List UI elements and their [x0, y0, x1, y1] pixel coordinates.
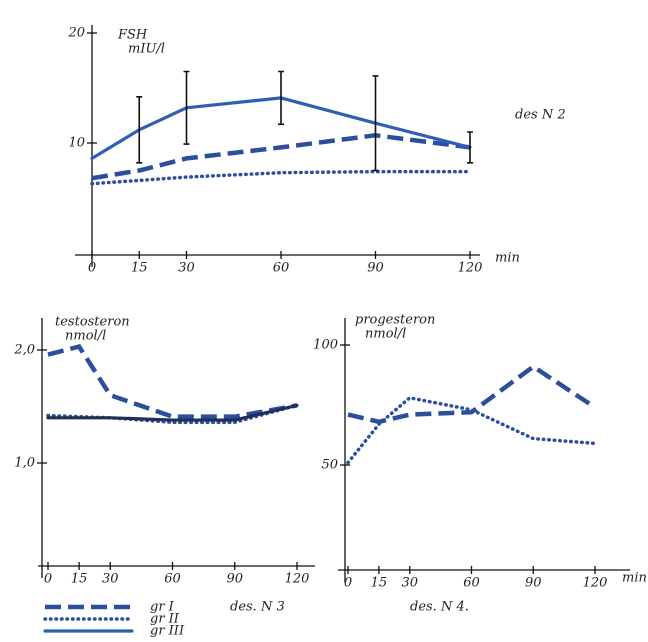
- x-tick-label: 0: [88, 261, 96, 276]
- x-axis-label: min: [622, 571, 647, 586]
- x-tick-label: 90: [367, 261, 384, 276]
- x-axis-label: min: [495, 251, 520, 266]
- y-tick-label: 20: [67, 26, 85, 41]
- y-tick-label: 10: [68, 136, 85, 151]
- chart-subtitle: nmol/l: [65, 329, 106, 344]
- x-tick-label: 30: [102, 572, 119, 587]
- x-tick-label: 60: [164, 572, 181, 587]
- y-tick-label: 1,0: [14, 456, 35, 471]
- legend-label: gr III: [150, 624, 185, 639]
- x-tick-label: 30: [178, 261, 195, 276]
- annotation: des N 2: [515, 108, 566, 123]
- x-tick-label: 90: [226, 572, 243, 587]
- x-tick-label: 15: [71, 572, 88, 587]
- chart-title: testosteron: [55, 315, 130, 330]
- x-tick-label: 90: [525, 576, 542, 591]
- chart-title: progesteron: [355, 313, 435, 328]
- x-tick-label: 120: [583, 576, 608, 591]
- chart-subtitle: nmol/l: [365, 327, 406, 342]
- figure: FSHmIU/l des N 2 min 0 15 30 60 90 120 10 20 testos…: [0, 0, 648, 642]
- x-tick-label: 0: [44, 572, 52, 587]
- annotation: des. N 4.: [410, 600, 469, 615]
- x-tick-label: 15: [371, 576, 388, 591]
- chart-subtitle: mIU/l: [128, 42, 165, 57]
- y-tick-label: 2,0: [13, 343, 35, 358]
- y-tick-label: 100: [313, 338, 338, 353]
- x-tick-label: 15: [131, 261, 148, 276]
- x-tick-label: 120: [458, 261, 483, 276]
- x-tick-label: 60: [273, 261, 290, 276]
- x-tick-label: 120: [285, 572, 310, 587]
- annotation: des. N 3: [230, 600, 285, 615]
- x-tick-label: 60: [463, 576, 480, 591]
- chart-title: FSH: [117, 28, 148, 43]
- y-tick-label: 50: [321, 458, 338, 473]
- x-tick-label: 0: [344, 576, 352, 591]
- x-tick-label: 30: [401, 576, 418, 591]
